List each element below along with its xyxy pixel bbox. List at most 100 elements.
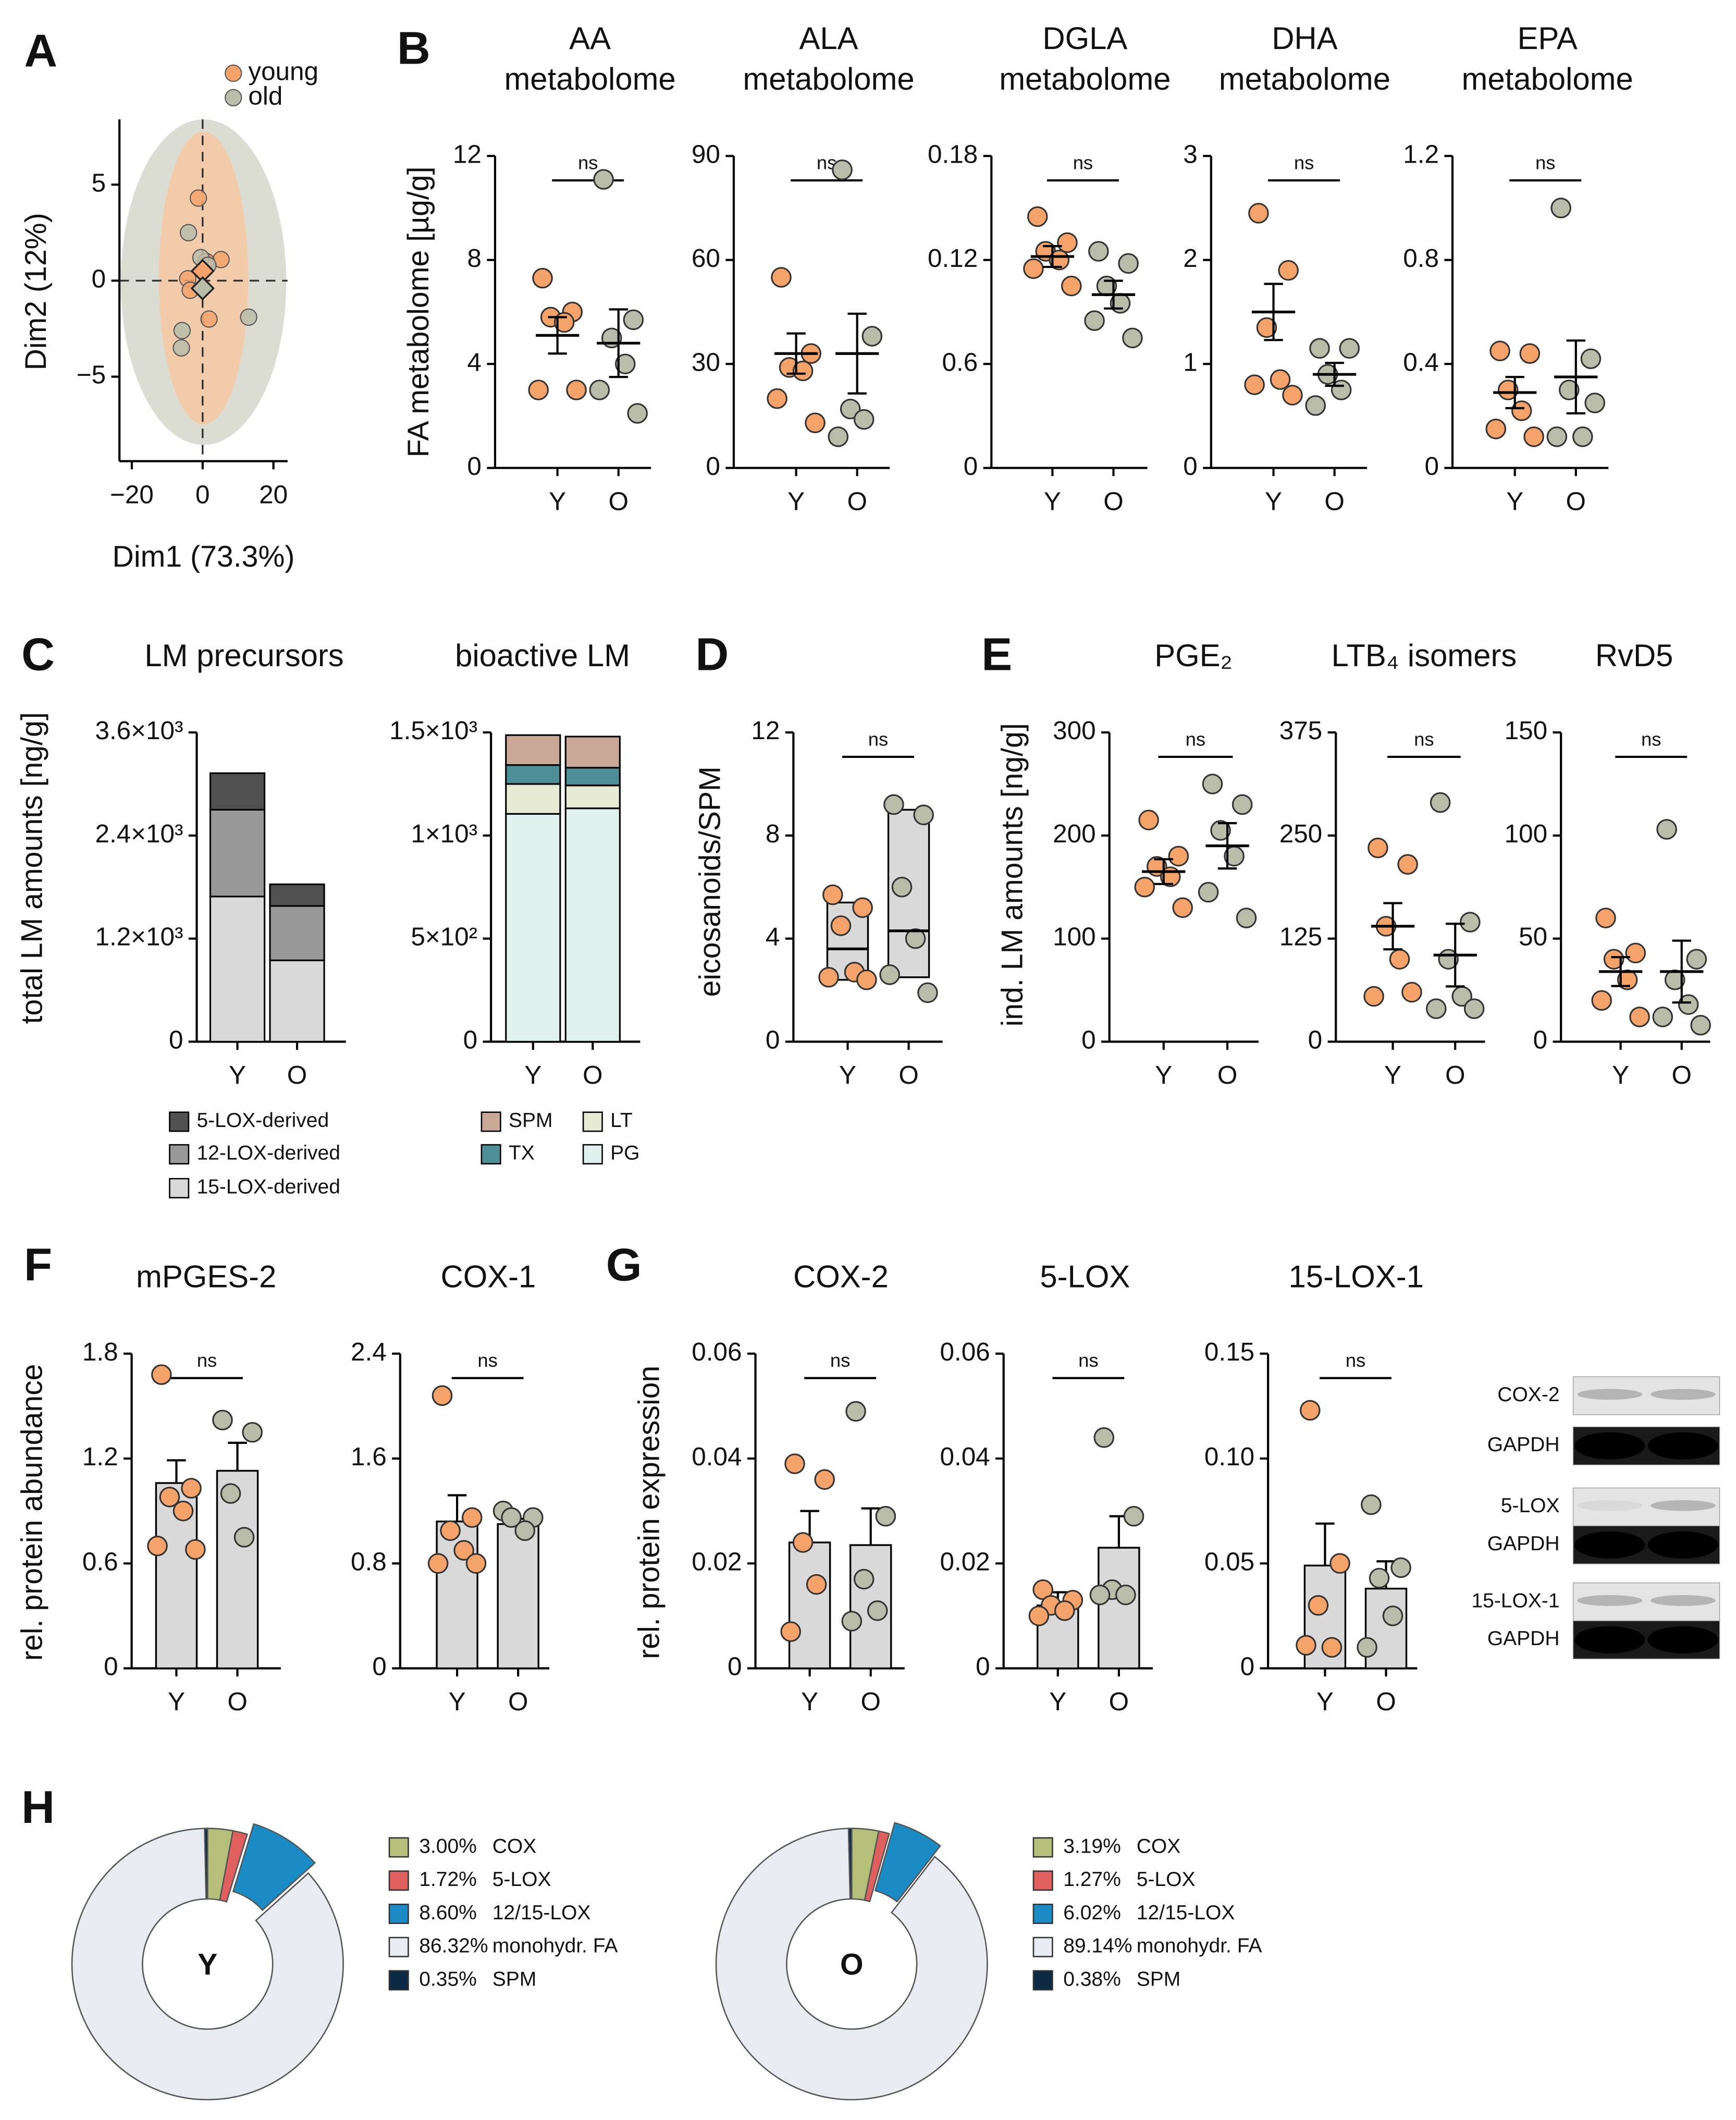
legend-value: 0.38% (1063, 1968, 1121, 1990)
y-tick-label: 8 (467, 244, 482, 273)
legend-label: 12/15-LOX (1137, 1902, 1235, 1924)
error-bar (1264, 283, 1283, 341)
y-axis-label: total LM amounts [ng/g] (15, 712, 48, 1024)
data-point (1088, 241, 1109, 262)
legend-swatch (481, 1144, 501, 1165)
pie-slice (715, 1828, 988, 2101)
x-tick-label: Y (839, 1061, 856, 1089)
data-point (818, 966, 839, 988)
significance-label: ns (1535, 152, 1555, 173)
data-point (179, 224, 198, 241)
bar-segment (505, 764, 561, 785)
pie-slice (864, 1830, 890, 1903)
data-point (792, 360, 814, 382)
x-tick-label: Y (801, 1687, 818, 1716)
legend-label: SPM (509, 1109, 553, 1132)
legend-swatch (1032, 1970, 1053, 1991)
y-tick-label: 2.4×10³ (95, 819, 183, 848)
y-tick-label: 0.12 (928, 244, 978, 273)
y-axis-label: Dim2 (12%) (19, 213, 53, 370)
x-tick-label: O (860, 1687, 880, 1716)
y-tick-label: 3 (1183, 140, 1198, 168)
data-point (1123, 1505, 1144, 1527)
error-bar (1325, 362, 1344, 387)
bar-segment (564, 785, 621, 810)
blot-label: GAPDH (1487, 1627, 1560, 1650)
y-axis-label: rel. protein abundance (15, 1364, 48, 1661)
panel-label: G (606, 1239, 642, 1290)
data-point (1625, 942, 1646, 964)
chart-title: metabolome (743, 62, 914, 96)
y-tick-label: 0.6 (82, 1547, 118, 1576)
legend-swatch (169, 1111, 190, 1132)
y-tick-label: 4 (467, 348, 482, 376)
data-point (1397, 854, 1418, 875)
data-point (1595, 908, 1616, 928)
y-tick-label: 0.02 (692, 1547, 742, 1576)
y-tick-label: 1 (1183, 348, 1198, 376)
significance-label: ns (1641, 728, 1661, 750)
error-bar (609, 308, 628, 378)
error-bar (1043, 245, 1062, 268)
y-tick-label: 90 (692, 140, 720, 168)
significance-label: ns (578, 152, 598, 173)
y-tick-label: 0 (1183, 452, 1198, 481)
data-point (623, 309, 644, 330)
blot-band (1574, 1626, 1645, 1653)
data-point (1122, 327, 1143, 349)
error-bar (1611, 956, 1630, 987)
bar-segment (505, 813, 561, 1043)
data-point (1430, 792, 1451, 813)
legend-value: 1.27% (1063, 1868, 1121, 1891)
blot-band (1647, 1432, 1718, 1460)
data-point (1678, 994, 1699, 1015)
legend-swatch (582, 1111, 603, 1132)
bar (216, 1469, 259, 1670)
data-point (465, 1553, 487, 1574)
data-point (1023, 258, 1044, 279)
error-bar (548, 316, 567, 355)
data-point (805, 412, 826, 434)
y-tick-label: 100 (1505, 819, 1547, 848)
x-tick-label: 20 (259, 480, 288, 509)
significance-label: ns (1414, 728, 1434, 750)
error-bar (786, 332, 806, 375)
data-point (461, 1507, 483, 1528)
data-point (440, 1520, 461, 1541)
panel-label: B (397, 22, 430, 73)
x-tick-label: Y (1155, 1061, 1172, 1089)
x-tick-label: Y (787, 487, 805, 516)
pie-slice (232, 1823, 316, 1911)
data-point (1580, 348, 1602, 370)
y-tick-label: 0 (728, 1652, 742, 1681)
data-point (1357, 1637, 1377, 1658)
x-tick-label: Y (1044, 487, 1061, 516)
y-tick-label: 0 (976, 1652, 990, 1681)
data-point (1321, 1637, 1343, 1658)
x-tick-label: O (608, 487, 628, 516)
data-point (1558, 379, 1580, 400)
data-point (427, 1553, 449, 1574)
data-point (1460, 912, 1481, 933)
legend-label: SPM (1137, 1968, 1181, 1990)
data-point (806, 1574, 827, 1595)
bar-segment (564, 736, 621, 769)
pie-slice (847, 1828, 853, 1900)
error-bar (1505, 376, 1524, 410)
bar-segment (269, 905, 325, 961)
data-point (627, 403, 648, 424)
y-tick-label: 0.8 (351, 1547, 387, 1576)
x-tick-label: O (1217, 1061, 1237, 1089)
legend-label: young (248, 57, 318, 86)
y-tick-label: 60 (692, 244, 720, 273)
legend-swatch (582, 1144, 603, 1165)
x-tick-label: O (583, 1061, 602, 1089)
data-point (1236, 908, 1257, 928)
y-tick-label: 0.18 (928, 140, 978, 168)
y-tick-label: 8 (766, 819, 780, 848)
data-point (1389, 949, 1410, 970)
y-tick-label: 0 (92, 264, 106, 293)
error-bar (1217, 822, 1237, 870)
y-tick-label: 12 (751, 716, 780, 745)
